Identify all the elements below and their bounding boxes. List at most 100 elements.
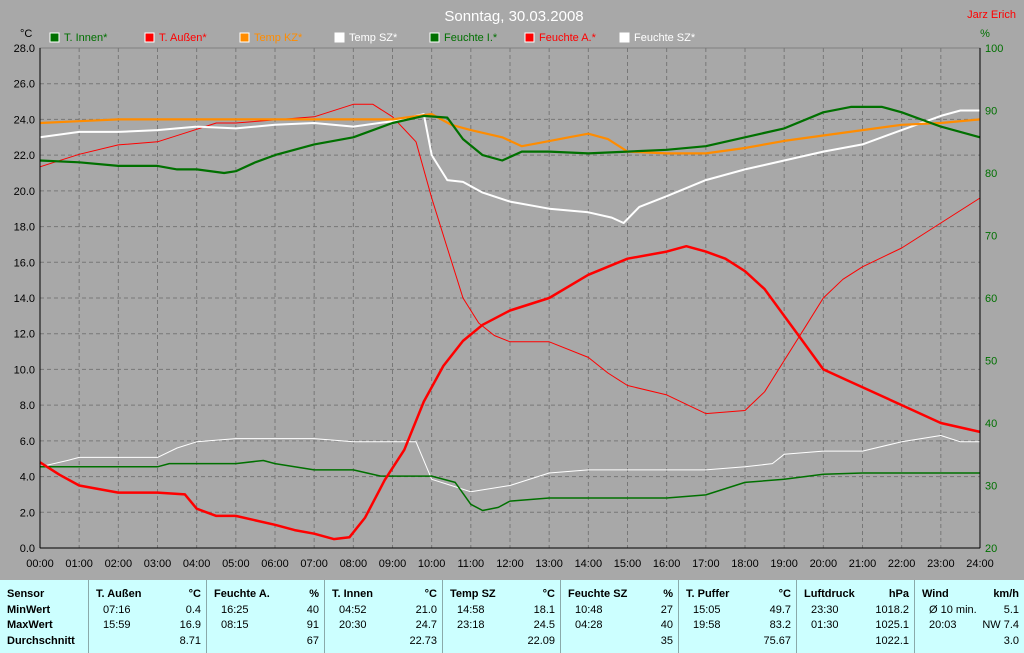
y-right-tick-label: 70 <box>985 231 997 243</box>
legend-label: Feuchte SZ* <box>634 32 696 44</box>
x-tick-label: 19:00 <box>770 558 798 570</box>
y-left-tick-label: 6.0 <box>20 436 35 448</box>
stats-unit: hPa <box>888 588 909 600</box>
stats-column: T. Außen °C 07:16 0.4 15:59 16.9 8.71 <box>88 580 206 653</box>
stats-value: 21.0 <box>415 604 437 616</box>
stats-unit: °C <box>542 588 555 600</box>
stats-unit: % <box>309 588 319 600</box>
stats-unit: km/h <box>993 588 1019 600</box>
stats-value: 22.09 <box>527 635 555 647</box>
x-tick-label: 23:00 <box>927 558 955 570</box>
x-tick-label: 05:00 <box>222 558 250 570</box>
chart-title: Sonntag, 30.03.2008 <box>444 8 583 25</box>
stats-column: Feuchte A.% 16:25 40 08:15 91 67 <box>206 580 324 653</box>
legend-swatch <box>429 32 440 43</box>
stats-time: 23:18 <box>457 619 485 631</box>
y-left-tick-label: 0.0 <box>20 543 35 555</box>
stats-value: 24.5 <box>533 619 555 631</box>
stats-value: 3.0 <box>1003 635 1019 647</box>
stats-value: NW 7.4 <box>982 619 1019 631</box>
series-line <box>40 459 980 512</box>
y-left-tick-label: 18.0 <box>14 222 35 234</box>
stats-column: T. Puffer °C 15:05 49.7 19:58 83.2 75.67 <box>678 580 796 653</box>
legend-label: Temp KZ* <box>254 32 303 44</box>
stats-time: 08:15 <box>221 619 249 631</box>
x-tick-label: 24:00 <box>966 558 994 570</box>
stats-unit: °C <box>424 588 437 600</box>
y-left-tick-label: 12.0 <box>14 329 35 341</box>
stats-unit: % <box>663 588 673 600</box>
legend-label: Temp SZ* <box>349 32 398 44</box>
stats-value: 75.67 <box>763 635 791 647</box>
y-left-tick-label: 26.0 <box>14 79 35 91</box>
legend-swatch <box>239 32 250 43</box>
stats-row-label: MinWert <box>7 604 51 616</box>
legend-label: Feuchte I.* <box>444 32 498 44</box>
stats-column: Luftdruck hPa 23:30 1018.2 01:30 1025.1 1022.1 <box>796 580 914 653</box>
stats-time: 04:28 <box>575 619 603 631</box>
chart-grid <box>39 47 981 549</box>
left-unit-label: °C <box>20 28 32 40</box>
y-left-tick-label: 2.0 <box>20 507 35 519</box>
stats-time: 19:58 <box>693 619 721 631</box>
series-line <box>39 109 980 224</box>
y-left-tick-label: 10.0 <box>14 364 35 376</box>
y-right-tick-label: 80 <box>985 168 997 180</box>
series-line <box>39 112 981 155</box>
legend-swatch <box>49 32 60 43</box>
x-tick-label: 07:00 <box>300 558 328 570</box>
legend-swatch <box>524 32 535 43</box>
stats-value: 1025.1 <box>875 619 909 631</box>
stats-unit: °C <box>778 588 791 600</box>
y-left-tick-label: 22.0 <box>14 150 35 162</box>
y-left-tick-label: 24.0 <box>14 114 35 126</box>
x-tick-label: 15:00 <box>614 558 642 570</box>
y-right-tick-label: 50 <box>985 356 997 368</box>
series-line <box>39 244 981 541</box>
stats-header: T. Außen <box>96 588 142 600</box>
y-left-tick-label: 8.0 <box>20 400 35 412</box>
x-tick-label: 22:00 <box>888 558 916 570</box>
statistics-table: Sensor MinWert MaxWert Durchschnitt T. Außen… <box>0 580 1024 653</box>
stats-row-label: MaxWert <box>7 619 53 631</box>
x-tick-label: 16:00 <box>653 558 681 570</box>
weather-chart: Sonntag, 30.03.2008 Jarz Erich °C % T. I… <box>0 0 1024 580</box>
stats-unit: °C <box>188 588 201 600</box>
y-right-tick-label: 90 <box>985 106 997 118</box>
y-left-tick-label: 16.0 <box>14 257 35 269</box>
stats-time: 01:30 <box>811 619 839 631</box>
stats-header: Feuchte SZ <box>568 588 628 600</box>
stats-row-label: Durchschnitt <box>7 635 75 647</box>
legend-label: T. Außen* <box>159 32 207 44</box>
stats-header: Luftdruck <box>804 588 855 600</box>
x-tick-label: 01:00 <box>65 558 93 570</box>
stats-value: 67 <box>306 635 319 647</box>
x-tick-label: 03:00 <box>144 558 172 570</box>
x-tick-label: 21:00 <box>849 558 877 570</box>
author-label: Jarz Erich <box>967 9 1016 21</box>
legend-swatch <box>144 32 155 43</box>
stats-time: 14:58 <box>457 604 485 616</box>
y-left-tick-label: 4.0 <box>20 472 35 484</box>
chart-axes: 0.0 2.0 4.0 6.0 8.0 10.0 12.0 14.0 16.0 18.0 20.0 2… <box>14 43 1004 570</box>
x-tick-label: 00:00 <box>26 558 54 570</box>
stats-time: 15:59 <box>103 619 131 631</box>
stats-value: 8.71 <box>179 635 201 647</box>
stats-time: 20:03 <box>929 619 957 631</box>
y-right-tick-label: 40 <box>985 418 997 430</box>
stats-value: 0.4 <box>185 604 201 616</box>
stats-column: T. Innen °C 04:52 21.0 20:30 24.7 22.73 <box>324 580 442 653</box>
stats-header: Feuchte A. <box>214 588 270 600</box>
stats-value: 22.73 <box>409 635 437 647</box>
x-tick-label: 10:00 <box>418 558 446 570</box>
chart-plot-area <box>39 103 981 541</box>
legend-swatch <box>619 32 630 43</box>
stats-value: 49.7 <box>769 604 791 616</box>
stats-value: 83.2 <box>769 619 791 631</box>
legend-label: Feuchte A.* <box>539 32 597 44</box>
x-tick-label: 02:00 <box>105 558 133 570</box>
stats-column: Temp SZ °C 14:58 18.1 23:18 24.5 22.09 <box>442 580 560 653</box>
stats-value: 24.7 <box>415 619 437 631</box>
right-unit-label: % <box>980 28 990 40</box>
x-tick-label: 18:00 <box>731 558 759 570</box>
